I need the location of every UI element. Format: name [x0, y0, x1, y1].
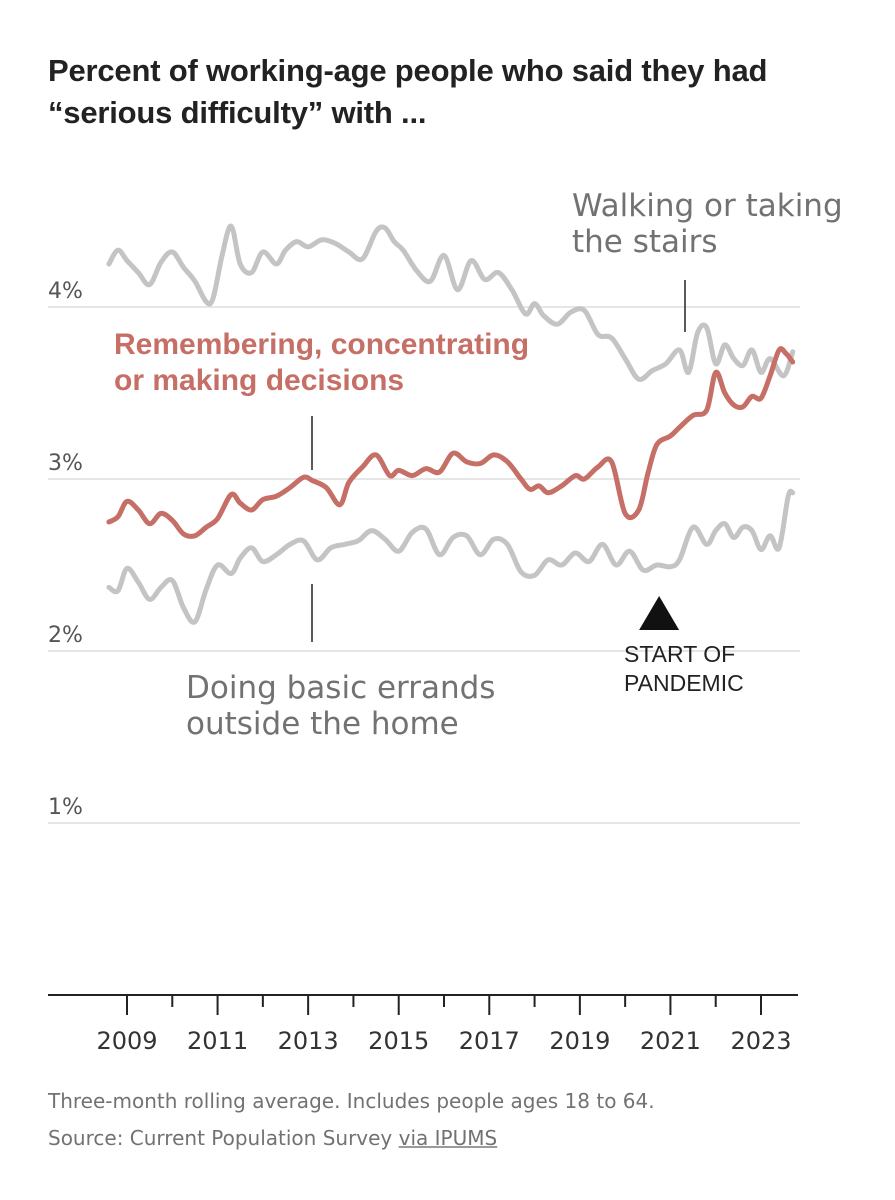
x-tick-label: 2009 — [96, 1027, 157, 1055]
annotation-label: START OF — [624, 641, 735, 667]
source-link[interactable]: via IPUMS — [398, 1126, 498, 1150]
x-tick-label: 2023 — [730, 1027, 791, 1055]
series-label-line: or making decisions — [114, 364, 404, 397]
x-tick-label: 2011 — [187, 1027, 248, 1055]
pandemic-annotation: START OF PANDEMIC — [624, 596, 744, 696]
y-tick-label: 3% — [48, 451, 83, 476]
source-prefix: Source: Current Population Survey — [48, 1126, 399, 1150]
series-label-line: Walking or taking — [572, 188, 843, 224]
series-label-line: the stairs — [572, 224, 718, 260]
y-tick-label: 1% — [48, 795, 83, 820]
footnote: Three-month rolling average. Includes pe… — [48, 1089, 655, 1113]
series-line-walking-or-taking-the-stairs — [106, 223, 796, 382]
series-label-line: outside the home — [186, 706, 459, 742]
x-tick-label: 2019 — [549, 1027, 610, 1055]
triangle-marker-icon — [639, 596, 680, 630]
grid-layer: 1% 2% 3% 4% — [48, 279, 800, 824]
x-tick-label: 2021 — [640, 1027, 701, 1055]
series-layer — [106, 223, 796, 625]
source-note: Source: Current Population Survey via IP… — [48, 1126, 497, 1150]
y-tick-label: 2% — [48, 623, 83, 648]
x-tick-label: 2017 — [459, 1027, 520, 1055]
chart-title: Percent of working-age people who said t… — [48, 53, 768, 130]
x-tick-label: 2013 — [278, 1027, 339, 1055]
series-label-line: Remembering, concentrating — [114, 328, 529, 361]
series-label-line: Doing basic errands — [186, 670, 495, 706]
y-tick-label: 4% — [48, 279, 83, 304]
series-line-remembering-concentrating-or-making-decisions — [106, 346, 796, 539]
annotation-label: PANDEMIC — [624, 670, 744, 696]
x-axis: 2009 2011 2013 2015 2017 2019 2021 2023 — [48, 994, 798, 1055]
series-line-doing-basic-errands-outside-the-home — [106, 488, 796, 625]
x-tick-label: 2015 — [368, 1027, 429, 1055]
